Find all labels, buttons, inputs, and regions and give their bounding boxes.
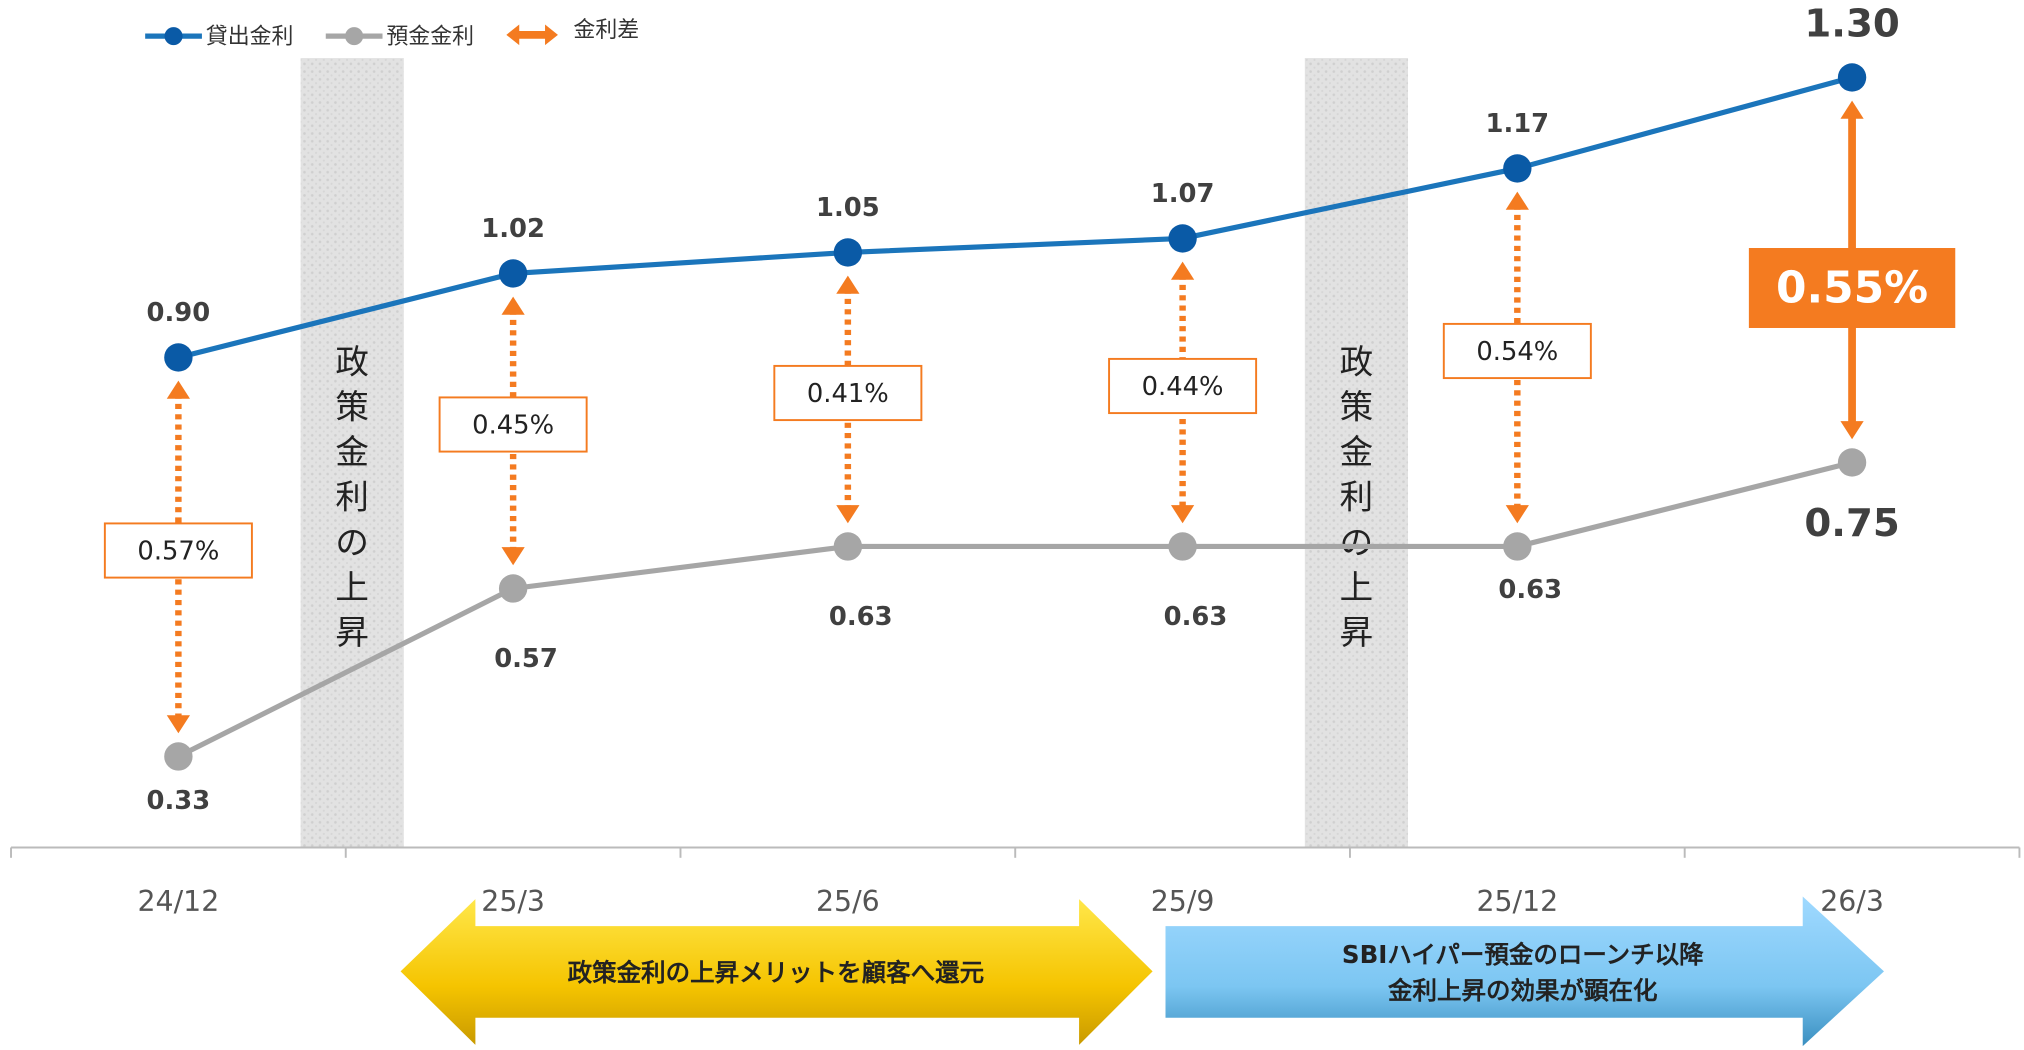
spread-label: 0.45% [472, 410, 554, 440]
banner-text: SBIハイパー預金のローンチ以降 [1342, 940, 1704, 969]
banner-text: 金利上昇の効果が顕在化 [1387, 976, 1658, 1005]
value-label: 1.17 [1486, 109, 1550, 139]
spread-box [1442, 322, 1592, 380]
x-tick-label: 25/3 [481, 885, 545, 918]
legend-arrow [506, 24, 558, 46]
spread-head [1170, 505, 1195, 524]
spread-head [1505, 191, 1529, 210]
spread-label: 0.41% [807, 379, 889, 409]
policy-band [300, 58, 404, 848]
series-line [177, 459, 1853, 759]
policy-band [1304, 58, 1409, 848]
policy-label: 上 [335, 568, 369, 607]
value-label: 1.05 [816, 193, 880, 223]
data-point [833, 238, 863, 267]
banner-text: 政策金利の上昇メリットを顧客へ還元 [568, 958, 985, 987]
spread-label: 0.54% [1476, 337, 1558, 367]
spread-head [501, 547, 525, 566]
x-tick-label: 25/9 [1151, 885, 1215, 918]
spread-head [836, 505, 860, 524]
spread-box [438, 396, 588, 453]
spread-label: 0.44% [1142, 372, 1224, 402]
spread-head [1170, 261, 1195, 280]
spread-arrow [166, 380, 190, 734]
policy-label: の [335, 523, 369, 562]
legend-marker [345, 27, 364, 46]
data-point [498, 259, 528, 288]
spread-head [166, 380, 190, 399]
policy-label: 策 [335, 387, 369, 426]
value-label: 0.63 [1164, 602, 1228, 632]
legend-label: 預金金利 [386, 24, 474, 49]
policy-label: 金 [335, 433, 369, 472]
policy-label: 利 [335, 478, 369, 517]
policy-label: 政 [335, 342, 369, 381]
value-label: 1.30 [1804, 1, 1899, 46]
legend-marker [164, 27, 183, 46]
data-point [1503, 532, 1532, 561]
policy-label: 上 [1340, 568, 1374, 607]
data-point [1837, 63, 1867, 92]
spread-head [836, 275, 860, 294]
data-point [498, 574, 528, 603]
spread-arrow [836, 275, 860, 524]
value-label: 1.02 [481, 214, 545, 244]
policy-label: 金 [1340, 433, 1374, 472]
x-tick-label: 24/12 [138, 885, 220, 918]
value-label: 0.57 [494, 644, 558, 674]
banner-arrow [1165, 896, 1884, 1047]
spread-box [1108, 357, 1258, 415]
value-label: 0.90 [147, 298, 211, 328]
policy-label: 利 [1340, 478, 1374, 517]
value-label: 0.63 [1498, 575, 1562, 605]
data-point [164, 742, 193, 771]
x-tick-label: 25/12 [1476, 885, 1558, 918]
spread-head [1505, 505, 1529, 524]
data-point [833, 532, 863, 561]
value-label: 1.07 [1151, 179, 1215, 209]
spread-head [166, 715, 190, 734]
spread-label: 0.57% [137, 536, 219, 566]
spread-label: 0.55% [1776, 263, 1928, 314]
spread-head [1840, 421, 1864, 440]
legend-label: 金利差 [573, 18, 639, 43]
policy-label: 昇 [1340, 613, 1374, 652]
spread-arrow [501, 296, 525, 566]
legend-label: 貸出金利 [206, 24, 294, 49]
value-label: 0.63 [829, 602, 893, 632]
data-point [1168, 532, 1197, 561]
data-point [1168, 224, 1197, 253]
spread-head [1840, 100, 1864, 119]
banner-arrow [400, 899, 1153, 1045]
spread-box [103, 522, 253, 579]
spread-head [501, 296, 525, 315]
spread-box [773, 364, 923, 422]
spread-arrow [1505, 191, 1529, 524]
x-tick-label: 25/6 [816, 885, 880, 918]
policy-label: 策 [1340, 387, 1374, 426]
series-line [177, 74, 1853, 360]
data-point [164, 343, 193, 372]
spread-box [1748, 248, 1956, 328]
policy-label: の [1340, 523, 1374, 562]
x-tick-label: 26/3 [1820, 885, 1884, 918]
policy-label: 政 [1340, 342, 1374, 381]
value-label: 0.75 [1804, 501, 1899, 546]
data-point [1503, 154, 1532, 183]
value-label: 0.33 [147, 786, 211, 816]
data-point [1837, 448, 1867, 477]
policy-label: 昇 [335, 613, 369, 652]
